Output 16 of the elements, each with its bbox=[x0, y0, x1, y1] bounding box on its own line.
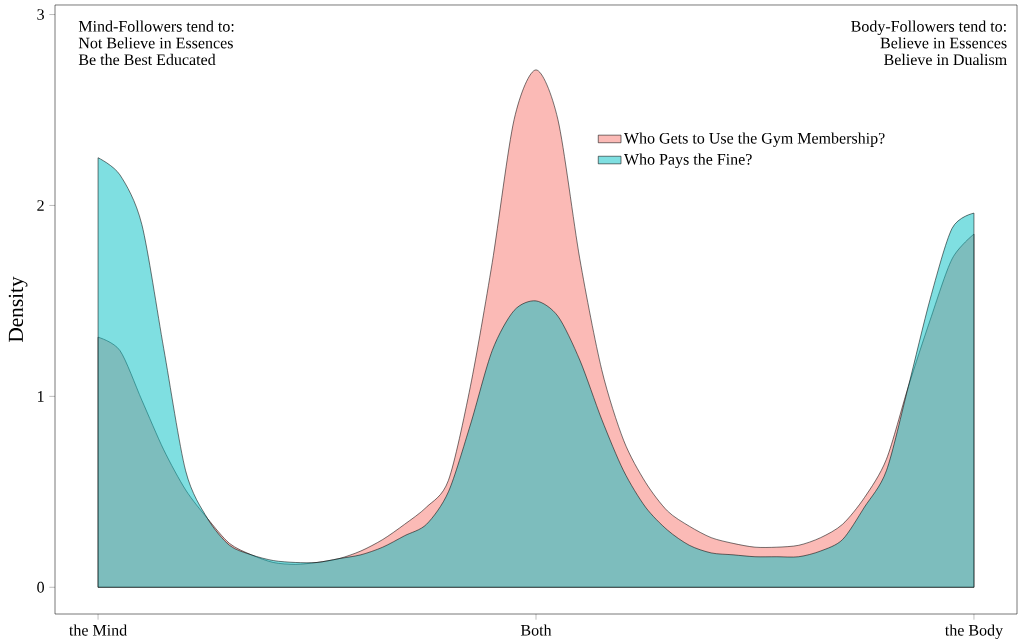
y-tick-label: 0 bbox=[37, 581, 44, 593]
annotation: Mind-Followers tend to: bbox=[78, 20, 234, 32]
annotation: Believe in Dualism bbox=[884, 53, 1007, 66]
annotation: Not Believe in Essences bbox=[78, 37, 233, 49]
annotation: Be the Best Educated bbox=[78, 53, 216, 66]
annotation: Body-Followers tend to: bbox=[851, 20, 1006, 36]
y-axis-title: Density bbox=[8, 276, 28, 343]
y-tick-label: 1 bbox=[38, 391, 44, 402]
y-tick-label: 3 bbox=[37, 9, 44, 20]
legend-label: Who Gets to Use the Gym Membership? bbox=[623, 132, 885, 147]
x-tick-label: the Mind bbox=[69, 624, 127, 636]
y-tick-label: 2 bbox=[37, 200, 44, 211]
annotation: Believe in Essences bbox=[880, 37, 1007, 49]
legend-label: Who Pays the Fine? bbox=[623, 153, 752, 169]
x-tick-label: the Body bbox=[945, 624, 1004, 639]
x-tick-label: Both bbox=[520, 624, 552, 636]
